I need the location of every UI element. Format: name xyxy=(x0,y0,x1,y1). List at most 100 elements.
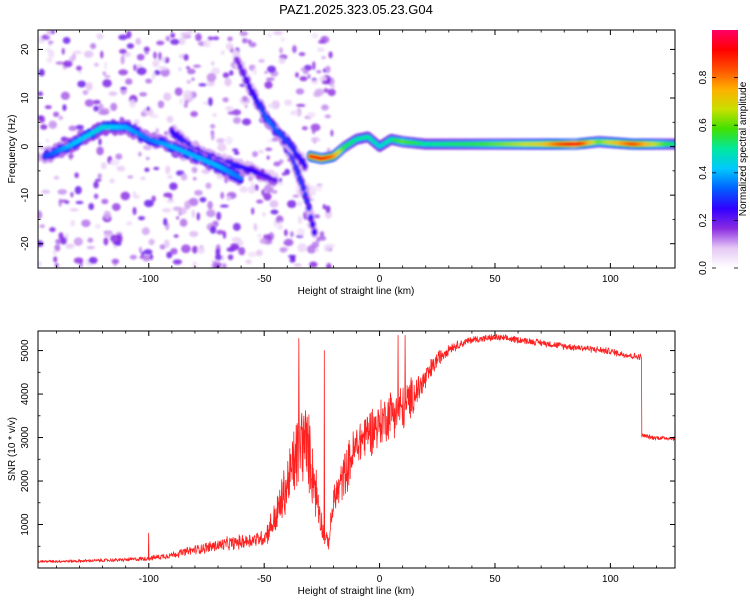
ridge-core xyxy=(243,76,248,81)
noise-blob xyxy=(209,225,217,234)
noise-blob xyxy=(151,72,156,80)
noise-blob xyxy=(295,88,305,95)
noise-blob xyxy=(256,199,264,204)
noise-blob xyxy=(217,143,227,152)
ridge-core xyxy=(304,198,310,204)
noise-blob xyxy=(186,79,191,84)
noise-blob xyxy=(291,256,296,260)
noise-blob xyxy=(125,78,133,85)
ridge-core xyxy=(273,177,278,183)
noise-blob xyxy=(255,249,263,257)
ridge-core xyxy=(238,175,243,181)
noise-blob xyxy=(279,247,288,253)
noise-blob xyxy=(328,51,333,59)
noise-blob xyxy=(216,211,222,221)
noise-blob xyxy=(247,251,257,258)
noise-blob xyxy=(144,199,154,208)
noise-blob xyxy=(183,90,193,99)
noise-blob xyxy=(271,189,278,194)
noise-blob xyxy=(145,78,153,84)
noise-blob xyxy=(212,112,217,118)
noise-blob xyxy=(311,127,316,135)
noise-blob xyxy=(325,205,331,214)
ridge-core xyxy=(291,160,297,166)
noise-blob xyxy=(102,79,112,88)
noise-blob xyxy=(278,177,283,183)
noise-blob xyxy=(133,64,137,72)
noise-blob xyxy=(73,237,83,246)
noise-blob xyxy=(310,198,315,202)
noise-blob xyxy=(262,212,266,217)
noise-blob xyxy=(47,49,55,59)
noise-blob xyxy=(211,67,221,75)
noise-blob xyxy=(81,219,91,228)
noise-blob xyxy=(163,239,170,248)
noise-blob xyxy=(90,42,97,50)
noise-blob xyxy=(207,201,213,210)
noise-blob xyxy=(179,97,184,106)
noise-blob xyxy=(323,88,329,93)
x-tick-label: -50 xyxy=(257,574,272,585)
noise-blob xyxy=(266,33,272,38)
noise-blob xyxy=(116,165,126,172)
noise-blob xyxy=(321,80,331,85)
noise-blob xyxy=(47,40,54,45)
y-tick-label: 1000 xyxy=(20,513,31,536)
ridge-core xyxy=(241,72,247,78)
ridge-core xyxy=(302,162,308,168)
noise-blob xyxy=(53,111,60,118)
noise-blob xyxy=(191,77,195,82)
noise-blob xyxy=(45,48,51,52)
noise-blob xyxy=(142,254,151,262)
noise-blob xyxy=(233,116,242,124)
ridge-core xyxy=(310,221,315,227)
spectrogram-x-axis-label: Height of straight line (km) xyxy=(298,286,415,297)
noise-blob xyxy=(59,199,69,203)
noise-blob xyxy=(188,199,194,203)
noise-blob xyxy=(296,103,306,107)
noise-blob xyxy=(135,37,142,45)
noise-blob xyxy=(38,91,44,97)
noise-blob xyxy=(283,238,294,247)
noise-blob xyxy=(136,53,145,61)
noise-blob xyxy=(181,244,191,254)
noise-blob xyxy=(126,30,132,39)
noise-blob xyxy=(75,124,84,130)
noise-blob xyxy=(257,234,262,238)
noise-blob xyxy=(132,190,137,198)
noise-blob xyxy=(261,189,265,196)
noise-blob xyxy=(278,159,284,164)
noise-blob xyxy=(129,99,136,109)
noise-blob xyxy=(129,254,137,260)
noise-blob xyxy=(224,176,229,184)
noise-blob xyxy=(293,263,302,267)
noise-blob xyxy=(138,246,143,254)
ridge-core xyxy=(297,175,302,181)
noise-blob xyxy=(219,204,229,208)
noise-blob xyxy=(266,155,270,160)
noise-blob xyxy=(127,175,134,179)
noise-blob xyxy=(40,124,48,130)
noise-blob xyxy=(53,256,58,263)
noise-blob xyxy=(314,248,319,252)
colorbar-tick-label: 0.0 xyxy=(698,261,709,275)
noise-blob xyxy=(298,52,306,57)
ridge-core xyxy=(236,60,241,66)
x-tick-label: 100 xyxy=(602,574,619,585)
noise-blob xyxy=(69,153,73,161)
noise-blob xyxy=(281,172,287,176)
noise-blob xyxy=(88,256,98,264)
ridge-core xyxy=(308,214,314,219)
snr-line xyxy=(38,333,675,564)
noise-blob xyxy=(163,92,172,101)
colorbar-label: Normalized spectral amplitude xyxy=(738,81,749,216)
noise-blob xyxy=(55,61,65,65)
noise-blob xyxy=(98,138,102,146)
noise-blob xyxy=(224,78,232,87)
noise-blob xyxy=(314,88,325,96)
noise-blob xyxy=(103,61,108,70)
noise-blob xyxy=(93,181,99,189)
noise-blob xyxy=(191,166,198,174)
noise-blob xyxy=(244,104,248,109)
